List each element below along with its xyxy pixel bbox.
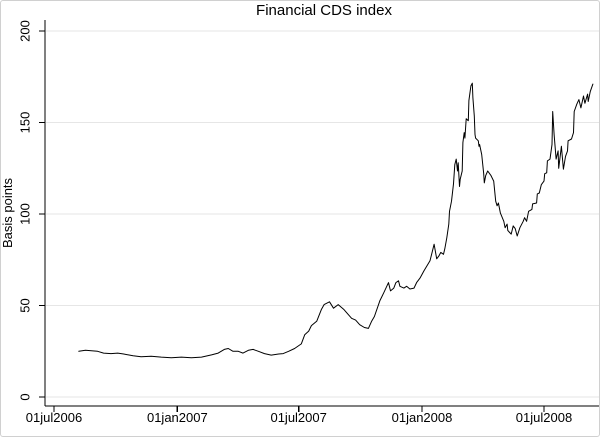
axes-layer [39,20,599,412]
x-tick-label: 01jul2008 [516,410,572,425]
chart-title: Financial CDS index [256,2,392,19]
x-tick-label: 01jul2006 [26,410,82,425]
cds-series-line [78,82,594,359]
gridlines-layer [46,30,599,398]
y-tick-label: 200 [18,20,33,42]
y-axis-title: Basis points [1,177,15,248]
y-tick-label: 50 [18,298,33,312]
x-tick-label: 01jan2007 [147,410,208,425]
y-tick-label: 100 [18,203,33,225]
y-tick-label: 150 [18,112,33,134]
x-tick-label: 01jan2008 [392,410,453,425]
y-tick-label: 0 [18,393,33,400]
tick-labels-layer: 0 50 100 150 200 01jul2006 01jan2007 01jul2007 0… [18,20,573,425]
x-tick-label: 01jul2007 [270,410,326,425]
series-layer [78,82,594,359]
